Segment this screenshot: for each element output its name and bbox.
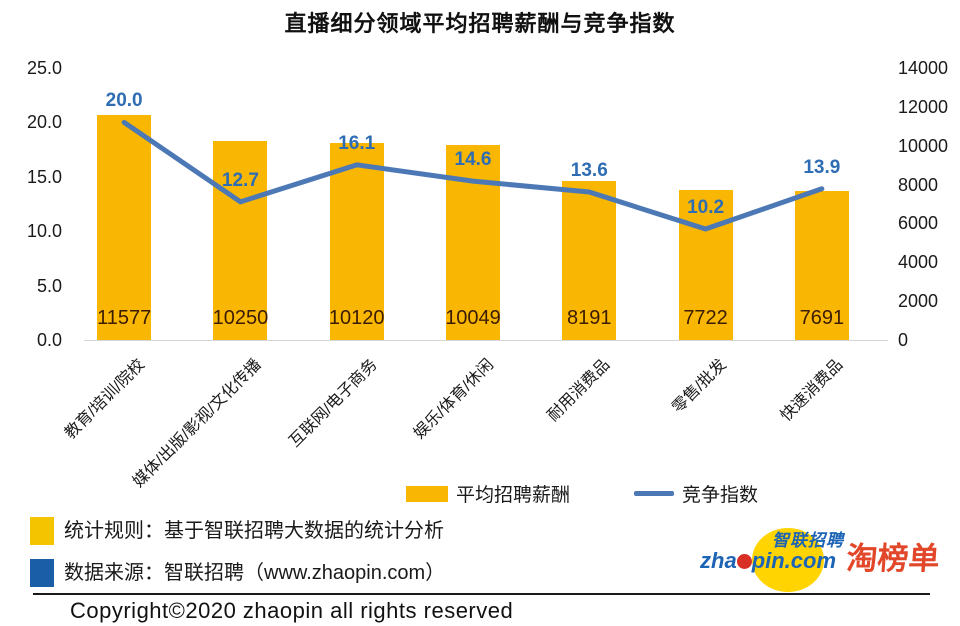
zhaopin-logo-cn-text: 智联招聘 — [772, 531, 844, 550]
index-point-label: 14.6 — [454, 149, 492, 171]
legend-label-salary: 平均招聘薪酬 — [456, 485, 571, 506]
right-axis-tick: 14000 — [898, 58, 949, 78]
zhaopin-logo-url-text: zha pin.com — [700, 548, 836, 574]
index-point-label: 16.1 — [338, 132, 376, 154]
left-axis-tick: 10.0 — [26, 221, 62, 242]
salary-value-label: 10250 — [212, 307, 269, 329]
legend-item-index: 竞争指数 — [634, 480, 758, 507]
bar-series-swatch — [406, 485, 448, 502]
note-bullet-blue — [30, 559, 54, 587]
index-point-label: 13.6 — [570, 160, 608, 182]
category-label: 零售/批发 — [669, 356, 730, 417]
zhaopin-url-right: pin.com — [751, 548, 837, 573]
salary-value-label: 8191 — [567, 307, 612, 329]
note-rule: 统计规则：基于智联招聘大数据的统计分析 — [64, 520, 444, 542]
category-label: 互联网/电子商务 — [286, 356, 381, 451]
combo-chart: 25.0 20.0 15.0 10.0 5.0 0.0 14000 12000 10000 800… — [26, 58, 949, 491]
salary-value-label: 7722 — [683, 307, 728, 329]
category-label: 教育/培训/院校 — [62, 356, 149, 443]
x-axis-line — [84, 340, 888, 341]
left-axis-tick: 0.0 — [36, 330, 62, 350]
zhaopin-red-ball-icon — [736, 554, 752, 569]
index-point-label: 20.0 — [105, 90, 143, 112]
left-axis-tick: 5.0 — [36, 275, 62, 296]
note-source: 数据来源：智联招聘（www.zhaopin.com） — [64, 562, 446, 584]
legend-label-index: 竞争指数 — [682, 485, 759, 506]
right-axis-tick: 10000 — [898, 135, 949, 156]
category-label: 媒体/出版/影视/文化传播 — [130, 356, 265, 491]
right-axis-tick: 2000 — [898, 291, 939, 312]
note-bullet-yellow — [30, 517, 54, 545]
right-axis-tick: 8000 — [898, 174, 939, 195]
salary-value-label: 7691 — [799, 307, 845, 329]
index-point-label: 12.7 — [221, 169, 259, 191]
left-axis-tick: 20.0 — [26, 112, 62, 133]
copyright-text: Copyright©2020 zhaopin all rights reserv… — [70, 598, 514, 623]
left-axis-tick: 15.0 — [26, 166, 62, 187]
line-series-swatch — [634, 491, 675, 496]
index-point-label: 13.9 — [803, 156, 841, 178]
zhaopin-logo-ellipse-icon — [752, 528, 824, 592]
salary-value-label: 10120 — [328, 307, 385, 329]
salary-value-label: 11577 — [97, 307, 152, 329]
footer-divider — [33, 593, 930, 595]
right-axis-tick: 4000 — [898, 252, 939, 273]
category-label: 耐用消费品 — [544, 356, 614, 425]
right-axis-tick: 6000 — [898, 213, 939, 234]
chart-title: 直播细分领域平均招聘薪酬与竞争指数 — [284, 11, 676, 36]
chart-legend: 平均招聘薪酬 竞争指数 — [406, 480, 758, 507]
zhaopin-url-left: zha — [700, 548, 737, 573]
index-point-label: 10.2 — [687, 197, 725, 219]
right-axis-tick: 0 — [898, 330, 909, 350]
legend-item-salary: 平均招聘薪酬 — [406, 480, 570, 507]
taobangdan-logo: 淘榜单 — [845, 541, 941, 576]
category-label: 快速消费品 — [777, 356, 847, 425]
category-label: 娱乐/体育/休闲 — [411, 356, 498, 443]
salary-value-label: 10049 — [445, 307, 501, 329]
zhaopin-logo: 智联招聘 zha pin.com — [700, 524, 850, 594]
right-axis-tick: 12000 — [898, 96, 949, 117]
left-axis-tick: 25.0 — [26, 58, 62, 78]
